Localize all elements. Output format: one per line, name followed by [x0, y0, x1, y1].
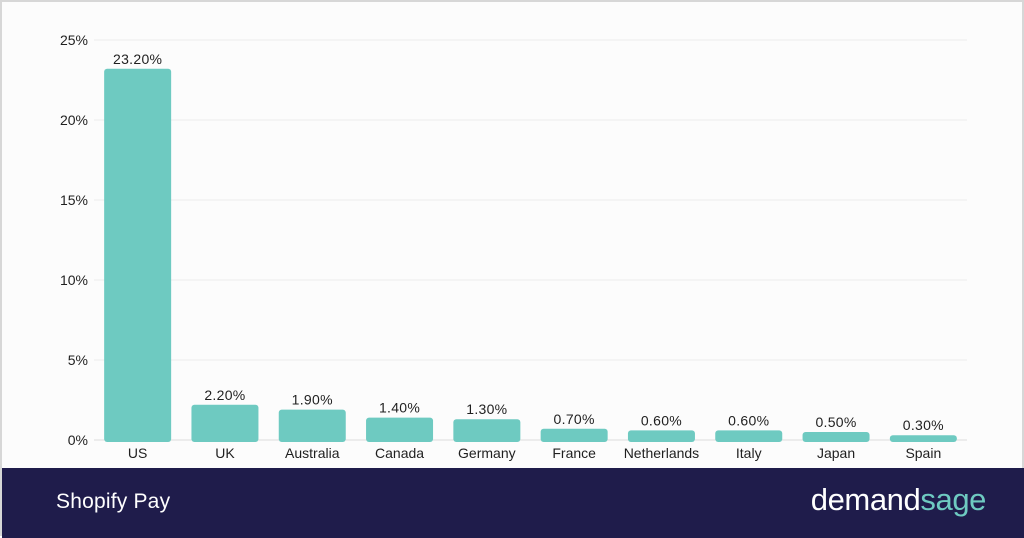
brand-logo-part1: demand: [810, 482, 921, 517]
data-label: 1.90%: [292, 392, 333, 408]
y-tick-label: 10%: [60, 272, 88, 288]
data-label: 0.60%: [641, 412, 682, 428]
data-label: 1.40%: [379, 400, 420, 416]
footer-bar: Shopify Pay demandsage: [2, 468, 1024, 538]
bar: [802, 432, 870, 442]
bar: [453, 419, 521, 442]
data-label: 2.20%: [204, 387, 245, 403]
x-tick-label: UK: [215, 445, 235, 461]
bar-chart: 0% 5% 10% 15% 20% 25% 23.20% US 2.20% UK 1.90% Aust…: [60, 32, 967, 461]
brand-logo-part2: sage: [920, 482, 986, 517]
y-tick-label: 5%: [68, 352, 88, 368]
bar: [627, 430, 695, 442]
x-tick-label: Japan: [817, 445, 855, 461]
x-tick-label: US: [128, 445, 147, 461]
data-label: 0.60%: [728, 412, 769, 428]
bar: [366, 417, 434, 442]
x-tick-label: Germany: [458, 445, 516, 461]
bar: [104, 68, 172, 443]
data-label: 0.50%: [815, 414, 856, 430]
y-tick-label: 0%: [68, 432, 88, 448]
data-label: 0.70%: [554, 411, 595, 427]
y-tick-label: 20%: [60, 112, 88, 128]
data-label: 23.20%: [113, 51, 162, 67]
bar: [191, 404, 259, 442]
y-tick-label: 15%: [60, 192, 88, 208]
x-tick-label: Italy: [736, 445, 762, 461]
bar: [540, 428, 608, 442]
bar: [889, 435, 957, 442]
data-label: 0.30%: [903, 417, 944, 433]
data-label: 1.30%: [466, 401, 507, 417]
x-tick-label: Australia: [285, 445, 340, 461]
x-tick-label: Netherlands: [624, 445, 700, 461]
bar: [715, 430, 783, 442]
y-tick-label: 25%: [60, 32, 88, 48]
bar: [278, 409, 346, 442]
chart-title: Shopify Pay: [56, 490, 171, 513]
x-tick-label: France: [552, 445, 596, 461]
brand-logo: demandsage: [810, 482, 987, 518]
x-tick-label: Canada: [375, 445, 424, 461]
x-tick-label: Spain: [905, 445, 941, 461]
